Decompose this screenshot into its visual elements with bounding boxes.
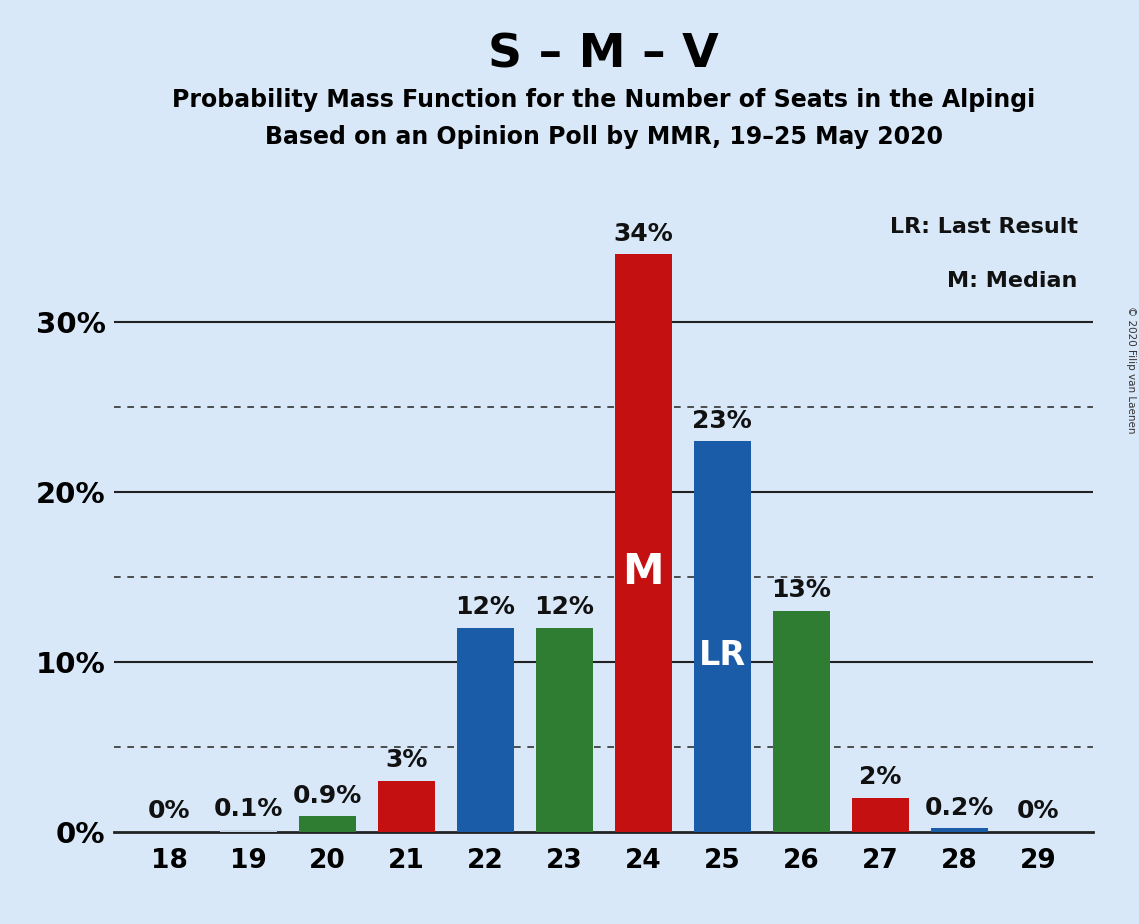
Text: 0.9%: 0.9% <box>293 784 362 808</box>
Text: 23%: 23% <box>693 408 752 432</box>
Bar <box>852 797 909 832</box>
Text: 2%: 2% <box>859 765 901 789</box>
Bar <box>535 627 592 832</box>
Text: M: M <box>622 551 664 593</box>
Text: 12%: 12% <box>534 595 595 619</box>
Text: LR: LR <box>698 639 746 673</box>
Text: Probability Mass Function for the Number of Seats in the Alpingi: Probability Mass Function for the Number… <box>172 88 1035 112</box>
Text: Based on an Opinion Poll by MMR, 19–25 May 2020: Based on an Opinion Poll by MMR, 19–25 M… <box>264 125 943 149</box>
Bar <box>615 254 672 832</box>
Text: 3%: 3% <box>385 748 427 772</box>
Bar <box>457 627 514 832</box>
Text: M: Median: M: Median <box>948 272 1077 291</box>
Bar <box>298 816 355 832</box>
Text: 13%: 13% <box>771 578 831 602</box>
Bar <box>772 611 829 832</box>
Text: 0.1%: 0.1% <box>213 797 282 821</box>
Bar <box>378 781 435 832</box>
Text: 12%: 12% <box>456 595 515 619</box>
Text: © 2020 Filip van Laenen: © 2020 Filip van Laenen <box>1126 306 1136 433</box>
Text: 0%: 0% <box>1017 799 1059 823</box>
Bar <box>220 830 277 832</box>
Text: 0%: 0% <box>148 799 190 823</box>
Text: LR: Last Result: LR: Last Result <box>890 217 1077 237</box>
Bar <box>694 441 751 832</box>
Text: 0.2%: 0.2% <box>925 796 993 820</box>
Bar <box>931 828 988 832</box>
Text: S – M – V: S – M – V <box>489 32 719 78</box>
Text: 34%: 34% <box>613 222 673 246</box>
